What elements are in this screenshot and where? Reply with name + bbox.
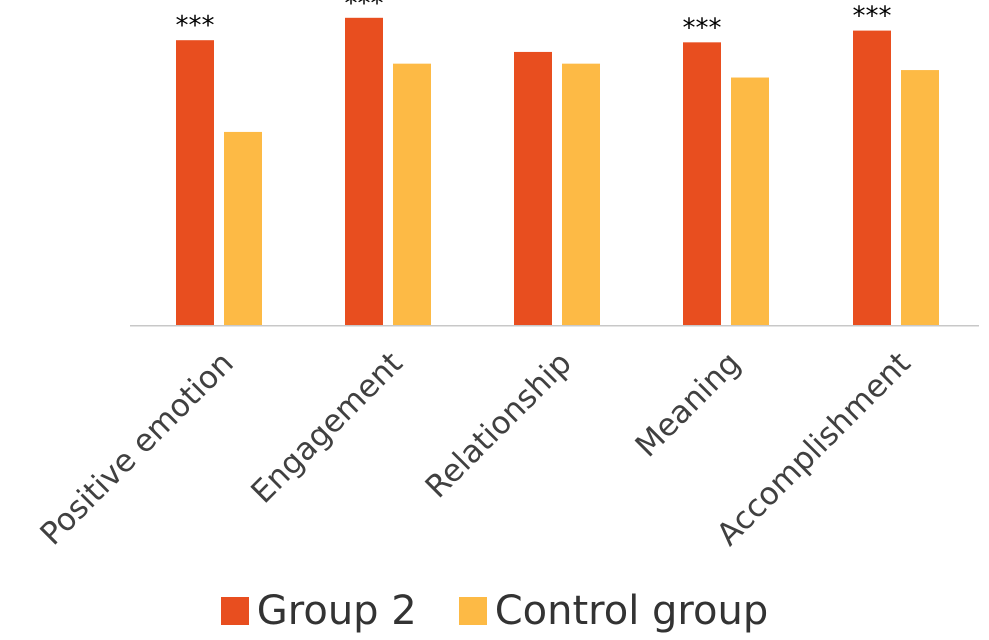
bars-layer [176,17,939,326]
category-labels-layer: Positive emotion Engagement Relationship Me… [33,345,917,553]
legend: Group 2 Control group [0,588,989,634]
annotations-layer: *** *** *** *** [176,0,892,43]
legend-item-control-group: Control group [458,588,769,634]
bar-control-group-relationship [562,63,600,326]
bar-group-2-engagement [345,17,383,326]
bar-group-2-relationship [514,51,552,325]
bar-control-group-engagement [393,63,431,326]
bar-group-2-positive-emotion [176,40,214,325]
significance-annotation-meaning: *** [683,13,722,43]
legend-item-group-2: Group 2 [220,588,417,634]
significance-annotation-engagement: *** [345,0,384,19]
x-tick-label-positive-emotion: Positive emotion [33,345,240,552]
significance-annotation-positive-emotion: *** [176,11,215,41]
legend-label-group-2: Group 2 [256,588,417,634]
bar-control-group-positive-emotion [224,131,262,325]
bar-chart: *** *** *** *** Positive emotion Engagement R… [33,0,979,553]
significance-annotation-accomplishment: *** [853,2,892,32]
bar-group-2-accomplishment [853,30,891,325]
bar-group-2-meaning [683,42,721,325]
legend-label-control-group: Control group [494,588,769,634]
legend-swatch-control-group [458,597,487,625]
x-tick-label-engagement: Engagement [244,345,409,510]
x-tick-label-relationship: Relationship [419,345,579,505]
bar-control-group-meaning [731,77,769,326]
x-tick-label-meaning: Meaning [629,345,748,464]
bar-control-group-accomplishment [901,70,939,325]
legend-swatch-group-2 [220,597,249,625]
